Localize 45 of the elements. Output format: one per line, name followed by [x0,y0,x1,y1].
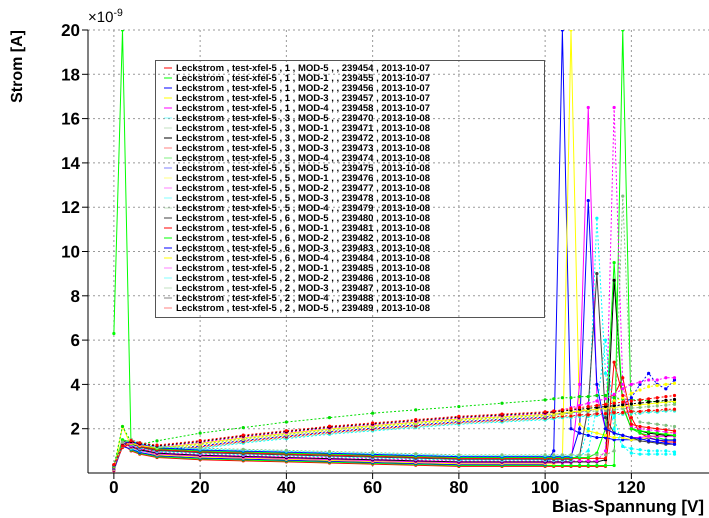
legend-label: Leckstrom , test-xfel-5 , 3 , MOD-2 , , 239472 , 2013-10-08 [176,133,430,144]
y-tick-label: 10 [61,242,80,262]
legend-label: Leckstrom , test-xfel-5 , 5 , MOD-5 , , 239475 , 2013-10-08 [176,163,430,174]
legend-label: Leckstrom , test-xfel-5 , 3 , MOD-3 , , 239473 , 2013-10-08 [176,143,430,154]
legend-label: Leckstrom , test-xfel-5 , 5 , MOD-4 , , 239479 , 2013-10-08 [176,203,430,214]
x-tick-label: 20 [190,478,210,498]
legend-label: Leckstrom , test-xfel-5 , 1 , MOD-3 , , 239457 , 2013-10-07 [176,93,430,104]
y-tick-label: 2 [70,420,80,439]
legend-label: Leckstrom , test-xfel-5 , 2 , MOD-2 , , 239486 , 2013-10-08 [176,273,430,284]
y-tick-label: 12 [61,198,80,218]
legend-label: Leckstrom , test-xfel-5 , 2 , MOD-4 , , 239488 , 2013-10-08 [176,293,430,304]
x-tick-label: 100 [530,478,560,498]
legend-label: Leckstrom , test-xfel-5 , 3 , MOD-5 , , 239470 , 2013-10-08 [176,113,430,124]
y-tick-label: 18 [61,65,80,84]
legend-label: Leckstrom , test-xfel-5 , 1 , MOD-5 , , 239454 , 2013-10-07 [176,63,430,74]
y-tick-label: 16 [61,110,80,129]
legend-label: Leckstrom , test-xfel-5 , 2 , MOD-1 , , 239485 , 2013-10-08 [176,263,430,274]
y-tick-label: 20 [61,21,80,40]
legend-label: Leckstrom , test-xfel-5 , 6 , MOD-1 , , 239481 , 2013-10-08 [176,223,430,234]
legend-label: Leckstrom , test-xfel-5 , 6 , MOD-3 , , 239483 , 2013-10-08 [176,243,430,254]
legend-label: Leckstrom , test-xfel-5 , 2 , MOD-3 , , 239487 , 2013-10-08 [176,283,430,294]
legend-label: Leckstrom , test-xfel-5 , 1 , MOD-4 , , 239458 , 2013-10-07 [176,103,430,114]
legend-label: Leckstrom , test-xfel-5 , 5 , MOD-1 , , 239476 , 2013-10-08 [176,173,430,184]
legend-label: Leckstrom , test-xfel-5 , 1 , MOD-2 , , 239456 , 2013-10-07 [176,83,430,94]
x-tick-label: 80 [449,478,468,498]
x-tick-label: 60 [363,478,382,498]
legend-label: Leckstrom , test-xfel-5 , 1 , MOD-1 , , 239455 , 2013-10-07 [176,73,430,84]
y-tick-label: 14 [61,154,81,173]
y-axis-title: Strom [A] [9,30,26,103]
x-axis-title: Bias-Spannung [V] [552,497,704,516]
y-tick-label: 6 [70,331,80,350]
y-tick-label: 4 [70,375,81,394]
x-tick-label: 0 [109,478,119,498]
legend-label: Leckstrom , test-xfel-5 , 3 , MOD-1 , , 239471 , 2013-10-08 [176,123,430,134]
legend-label: Leckstrom , test-xfel-5 , 6 , MOD-5 , , 239480 , 2013-10-08 [176,213,430,224]
legend-label: Leckstrom , test-xfel-5 , 6 , MOD-2 , , 239482 , 2013-10-08 [176,233,430,244]
legend-label: Leckstrom , test-xfel-5 , 5 , MOD-2 , , 239477 , 2013-10-08 [176,183,430,194]
legend-label: Leckstrom , test-xfel-5 , 6 , MOD-4 , , 239484 , 2013-10-08 [176,253,430,264]
text: ×10$^{-9}$ [88,7,123,26]
x-tick-label: 120 [617,478,646,498]
legend-label: Leckstrom , test-xfel-5 , 2 , MOD-5 , , 239489 , 2013-10-08 [176,303,430,314]
legend-label: Leckstrom , test-xfel-5 , 5 , MOD-3 , , 239478 , 2013-10-08 [176,193,430,204]
y-tick-label: 8 [70,286,80,306]
x-tick-label: 40 [276,478,296,498]
legend-label: Leckstrom , test-xfel-5 , 3 , MOD-4 , , 239474 , 2013-10-08 [176,153,430,164]
